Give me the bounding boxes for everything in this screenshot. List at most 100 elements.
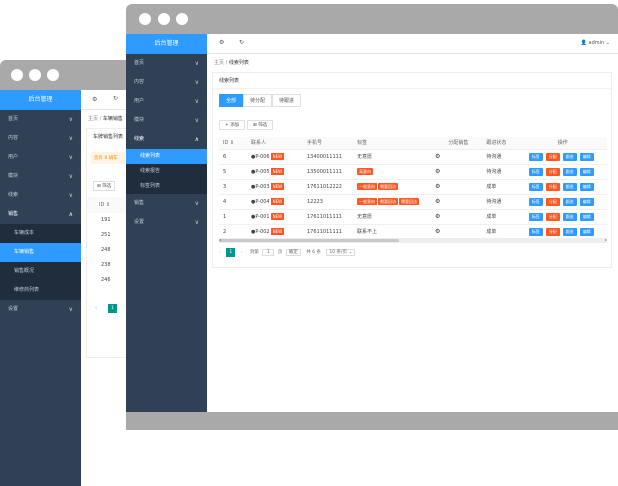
cell-contact[interactable]: ●P-001 NEW: [247, 209, 303, 225]
action-follow-button[interactable]: 跟进: [562, 227, 577, 236]
front-menu-home[interactable]: 首页 ∨: [126, 54, 207, 73]
action-assign-button[interactable]: 分配: [545, 167, 560, 176]
breadcrumb-home[interactable]: 主页: [214, 60, 225, 66]
total-count: 共 6 条: [306, 250, 321, 255]
cell-contact[interactable]: ●P-006 NEW: [247, 149, 303, 165]
close-dot[interactable]: [11, 69, 23, 81]
add-button[interactable]: + 添加: [219, 120, 246, 130]
cell-tag-edit[interactable]: ⚙: [431, 149, 445, 165]
col-id[interactable]: ID ⇕: [219, 137, 247, 150]
back-submenu-item[interactable]: 销售概况: [14, 268, 35, 274]
action-assign-button[interactable]: 分配: [545, 152, 560, 161]
front-submenu-item[interactable]: 线索报告: [140, 168, 161, 174]
gear-icon[interactable]: ⚙: [435, 228, 441, 235]
gear-icon[interactable]: ⚙: [219, 39, 225, 46]
action-edit-button[interactable]: 编辑: [579, 167, 594, 176]
confirm-button[interactable]: 确定: [285, 249, 301, 256]
back-menu-settings[interactable]: 设置 ∨: [0, 300, 81, 319]
action-edit-button[interactable]: 编辑: [579, 182, 594, 191]
horizontal-scrollbar[interactable]: ◂ ▸: [219, 237, 607, 243]
minimize-dot[interactable]: [158, 13, 170, 25]
scrollbar-thumb[interactable]: [219, 239, 399, 242]
chevron-down-icon: ∨: [68, 116, 73, 123]
refresh-icon[interactable]: ↻: [239, 39, 245, 46]
cell-contact[interactable]: ●P-003 NEW: [247, 179, 303, 195]
back-prev[interactable]: ‹: [95, 305, 97, 311]
action-tag-button[interactable]: 标签: [528, 182, 543, 191]
back-filter-button[interactable]: ⊞ 筛选: [93, 181, 116, 191]
back-menu-leads[interactable]: 线索 ∨: [0, 186, 81, 205]
cell-tag-edit[interactable]: ⚙: [431, 164, 445, 180]
front-menu-label: 首页: [134, 60, 145, 66]
action-tag-button[interactable]: 标签: [528, 167, 543, 176]
front-menu-users[interactable]: 用户 ∨: [126, 92, 207, 111]
tab-pending[interactable]: 待跟进: [272, 94, 302, 107]
front-submenu-item[interactable]: 标签列表: [140, 183, 161, 189]
back-submenu-item[interactable]: 维修商列表: [14, 287, 40, 293]
back-menu-sales[interactable]: 销售 ∧: [0, 205, 81, 224]
front-menu-leads[interactable]: 线索 ∧: [126, 130, 207, 149]
breadcrumb-home[interactable]: 主页: [88, 116, 99, 122]
action-edit-button[interactable]: 编辑: [579, 152, 594, 161]
action-tag-button[interactable]: 标签: [528, 197, 543, 206]
gear-icon[interactable]: ⚙: [435, 168, 441, 175]
action-tag-button[interactable]: 标签: [528, 152, 543, 161]
refresh-icon[interactable]: ↻: [113, 95, 119, 102]
back-page-current[interactable]: 1: [108, 304, 118, 313]
action-edit-button[interactable]: 编辑: [579, 197, 594, 206]
action-tag-button[interactable]: 标签: [528, 212, 543, 221]
back-submenu-item-active[interactable]: 车辆销售: [0, 243, 81, 262]
user-menu[interactable]: 👤 admin ⌄: [581, 40, 610, 46]
next-page[interactable]: ›: [240, 250, 243, 255]
breadcrumb-sep: /: [225, 60, 228, 66]
back-menu-users[interactable]: 用户 ∨: [0, 148, 81, 167]
gear-icon[interactable]: ⚙: [435, 213, 441, 220]
cell-contact[interactable]: ●P-004 NEW: [247, 194, 303, 210]
action-assign-button[interactable]: 分配: [545, 197, 560, 206]
scroll-left-icon[interactable]: ◂: [219, 237, 222, 242]
page-current[interactable]: 1: [226, 248, 236, 257]
action-follow-button[interactable]: 跟进: [562, 197, 577, 206]
goto-input[interactable]: 1: [262, 249, 275, 256]
action-follow-button[interactable]: 跟进: [562, 152, 577, 161]
action-follow-button[interactable]: 跟进: [562, 212, 577, 221]
action-tag-button[interactable]: 标签: [528, 227, 543, 236]
cell-contact[interactable]: ●P-005 NEW: [247, 164, 303, 180]
gear-icon[interactable]: ⚙: [92, 96, 98, 103]
back-submenu-item[interactable]: 车辆成本: [14, 230, 35, 236]
cell-phone: 12223: [303, 194, 353, 210]
cell-tag-edit[interactable]: ⚙: [431, 179, 445, 195]
action-assign-button[interactable]: 分配: [545, 182, 560, 191]
action-edit-button[interactable]: 编辑: [579, 227, 594, 236]
prev-page[interactable]: ‹: [219, 250, 221, 255]
cell-tag-edit[interactable]: ⚙: [431, 209, 445, 225]
cell-tag-edit[interactable]: ⚙: [431, 194, 445, 210]
close-dot[interactable]: [139, 13, 151, 25]
front-submenu-item-active[interactable]: 线索列表: [126, 149, 207, 164]
back-menu-content[interactable]: 内容 ∨: [0, 129, 81, 148]
cell-tag-edit[interactable]: ⚙: [431, 224, 445, 240]
page-size-select[interactable]: 10 条/页 ⌄: [326, 249, 356, 256]
minimize-dot[interactable]: [29, 69, 41, 81]
action-assign-button[interactable]: 分配: [545, 227, 560, 236]
front-menu-sales[interactable]: 销售 ∨: [126, 194, 207, 213]
front-menu-settings[interactable]: 设置 ∨: [126, 213, 207, 232]
gear-icon[interactable]: ⚙: [435, 198, 441, 205]
action-edit-button[interactable]: 编辑: [579, 212, 594, 221]
cell-contact[interactable]: ●P-002 NEW: [247, 224, 303, 240]
maximize-dot[interactable]: [176, 13, 188, 25]
action-assign-button[interactable]: 分配: [545, 212, 560, 221]
front-menu-content[interactable]: 内容 ∨: [126, 73, 207, 92]
maximize-dot[interactable]: [47, 69, 59, 81]
back-menu-home[interactable]: 首页 ∨: [0, 110, 81, 129]
gear-icon[interactable]: ⚙: [435, 153, 441, 160]
back-menu-modules[interactable]: 模块 ∨: [0, 167, 81, 186]
scroll-right-icon[interactable]: ▸: [604, 237, 607, 242]
action-follow-button[interactable]: 跟进: [562, 167, 577, 176]
tab-unassigned[interactable]: 待分配: [243, 94, 273, 107]
action-follow-button[interactable]: 跟进: [562, 182, 577, 191]
filter-button[interactable]: ⊞ 筛选: [247, 120, 274, 130]
front-menu-modules[interactable]: 模块 ∨: [126, 111, 207, 130]
tab-all[interactable]: 全部: [219, 94, 244, 107]
gear-icon[interactable]: ⚙: [435, 183, 441, 190]
